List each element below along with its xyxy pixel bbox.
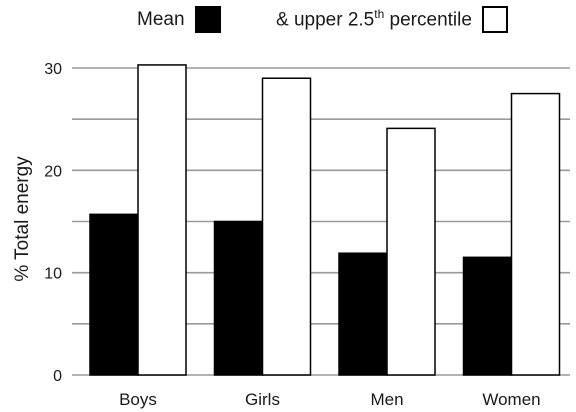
legend-mean-swatch (194, 6, 221, 33)
y-tick-label: 10 (44, 266, 62, 283)
y-tick-label: 0 (53, 368, 62, 385)
legend-upper: & upper 2.5th percentile (276, 6, 508, 33)
x-tick-label: Women (482, 390, 540, 409)
bar-mean-men (338, 252, 388, 376)
bar-mean-boys (89, 213, 139, 376)
y-tick-label: 30 (44, 61, 62, 78)
legend-upper-swatch (481, 6, 508, 33)
x-tick-label: Men (370, 390, 403, 409)
bar-upper-men (386, 127, 436, 376)
bar-upper-women (510, 92, 561, 376)
bar-upper-girls (261, 77, 312, 376)
y-tick-label: 20 (44, 163, 62, 180)
bar-upper-boys (137, 64, 187, 376)
x-tick-label: Boys (119, 390, 157, 409)
bar-mean-girls (213, 220, 264, 376)
legend-upper-label: & upper 2.5th percentile (276, 7, 472, 31)
legend-mean-label: Mean (137, 8, 185, 30)
legend-mean: Mean (137, 6, 221, 33)
legend-upper-prefix: & upper 2.5 (276, 9, 375, 31)
legend-upper-sup: th (374, 7, 385, 22)
x-tick-label: Girls (245, 390, 280, 409)
bar-mean-women (462, 256, 513, 376)
legend-upper-suffix: percentile (384, 9, 472, 31)
